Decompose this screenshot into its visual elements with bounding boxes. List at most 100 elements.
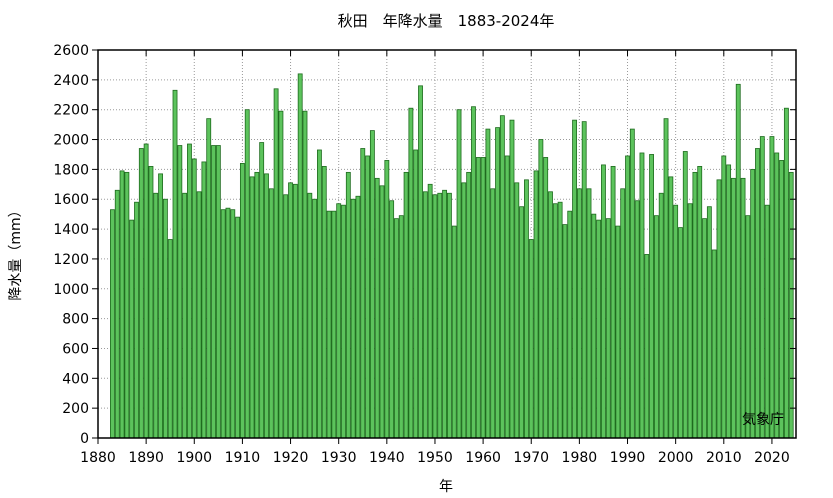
x-tick-label: 2000 bbox=[658, 450, 694, 466]
tick-marks bbox=[92, 49, 796, 444]
bar-1981 bbox=[581, 121, 587, 439]
bar-1896 bbox=[172, 89, 178, 439]
bar-2003 bbox=[687, 203, 693, 439]
bar-1901 bbox=[196, 191, 202, 439]
bar-1915 bbox=[264, 173, 269, 439]
bar-1983 bbox=[591, 213, 597, 439]
bar-1883 bbox=[110, 209, 115, 439]
x-tick-label: 1900 bbox=[176, 450, 212, 466]
bar-1897 bbox=[177, 145, 183, 439]
bar-2000 bbox=[673, 204, 679, 439]
bar-1986 bbox=[605, 218, 611, 439]
chart-title: 秋田 年降水量 1883-2024年 bbox=[338, 12, 555, 30]
x-tick-label: 2010 bbox=[706, 450, 742, 466]
bar-1996 bbox=[653, 215, 659, 439]
bar-1891 bbox=[148, 165, 154, 439]
bar-1905 bbox=[215, 145, 221, 439]
bar-1913 bbox=[254, 171, 260, 439]
bar-1889 bbox=[138, 148, 144, 439]
bar-2007 bbox=[706, 206, 712, 439]
bar-2001 bbox=[678, 227, 683, 439]
bar-1893 bbox=[158, 173, 163, 439]
y-tick-label: 1800 bbox=[53, 162, 89, 178]
bar-1904 bbox=[211, 145, 216, 439]
bar-2018 bbox=[759, 136, 765, 439]
bar-1954 bbox=[451, 225, 457, 439]
bar-1940 bbox=[384, 160, 390, 439]
bar-2013 bbox=[735, 83, 741, 439]
bar-1917 bbox=[273, 88, 279, 439]
bar-1931 bbox=[341, 204, 346, 439]
bar-2004 bbox=[692, 171, 698, 439]
bar-1962 bbox=[490, 188, 496, 439]
bar-1989 bbox=[620, 188, 626, 439]
x-tick-label: 1880 bbox=[80, 450, 116, 466]
bar-1988 bbox=[615, 225, 621, 439]
bar-1947 bbox=[418, 85, 423, 439]
bar-2017 bbox=[755, 148, 760, 439]
x-tick-label: 1920 bbox=[273, 450, 309, 466]
bar-1941 bbox=[389, 200, 395, 439]
bar-2011 bbox=[726, 164, 732, 439]
plot-frame bbox=[97, 49, 797, 439]
bar-2015 bbox=[745, 215, 751, 439]
source-label: 気象庁 bbox=[742, 412, 784, 428]
bar-1953 bbox=[446, 192, 452, 439]
x-tick-label: 1930 bbox=[321, 450, 357, 466]
bar-1973 bbox=[543, 157, 549, 439]
bar-1900 bbox=[191, 158, 197, 439]
bar-1927 bbox=[321, 165, 327, 439]
bar-1930 bbox=[336, 203, 342, 439]
bar-1959 bbox=[475, 157, 481, 439]
bar-1997 bbox=[658, 192, 664, 439]
bar-1928 bbox=[326, 210, 332, 439]
bar-1966 bbox=[509, 119, 515, 439]
bar-1916 bbox=[268, 188, 274, 439]
x-tick-label: 1990 bbox=[610, 450, 646, 466]
bar-1934 bbox=[355, 195, 361, 439]
bar-1982 bbox=[586, 188, 592, 439]
bar-1999 bbox=[668, 176, 674, 439]
y-tick-label: 1600 bbox=[53, 192, 89, 208]
bar-1932 bbox=[345, 171, 351, 439]
bar-1970 bbox=[528, 239, 534, 439]
bar-1972 bbox=[538, 139, 544, 439]
bar-1949 bbox=[427, 183, 433, 439]
bar-1943 bbox=[398, 215, 404, 439]
bar-1938 bbox=[374, 177, 380, 439]
x-tick-label: 1890 bbox=[128, 450, 164, 466]
bar-1952 bbox=[442, 189, 448, 439]
bar-1923 bbox=[302, 110, 308, 439]
x-tick-label: 1950 bbox=[417, 450, 453, 466]
bar-1894 bbox=[162, 198, 168, 439]
bar-1967 bbox=[514, 182, 520, 439]
bar-1887 bbox=[129, 219, 135, 439]
bars bbox=[110, 73, 794, 439]
y-tick-label: 2600 bbox=[53, 43, 89, 59]
bar-2021 bbox=[774, 152, 780, 439]
bar-1985 bbox=[601, 164, 606, 439]
bar-2024 bbox=[788, 171, 794, 439]
bar-1909 bbox=[235, 216, 241, 439]
bar-1910 bbox=[239, 163, 245, 439]
y-tick-label: 0 bbox=[80, 431, 89, 447]
bar-1939 bbox=[379, 185, 385, 439]
y-tick-label: 200 bbox=[62, 401, 89, 417]
y-tick-labels: 0 200 400 600 800 1000 1200 1400 1600 1800 2000 220… bbox=[53, 43, 89, 447]
bar-1912 bbox=[249, 176, 255, 439]
x-tick-label: 2020 bbox=[754, 450, 790, 466]
bar-1918 bbox=[278, 110, 284, 439]
bar-1933 bbox=[350, 198, 356, 439]
y-tick-label: 1000 bbox=[53, 282, 89, 298]
bar-1919 bbox=[283, 194, 289, 439]
bar-1945 bbox=[408, 107, 414, 439]
bar-1925 bbox=[312, 198, 318, 439]
bar-1950 bbox=[432, 194, 438, 439]
y-tick-label: 400 bbox=[62, 371, 89, 387]
bar-1929 bbox=[331, 210, 337, 439]
bar-1980 bbox=[576, 188, 582, 439]
bar-1906 bbox=[220, 209, 226, 439]
bar-1921 bbox=[292, 183, 298, 439]
bar-2010 bbox=[721, 155, 727, 439]
